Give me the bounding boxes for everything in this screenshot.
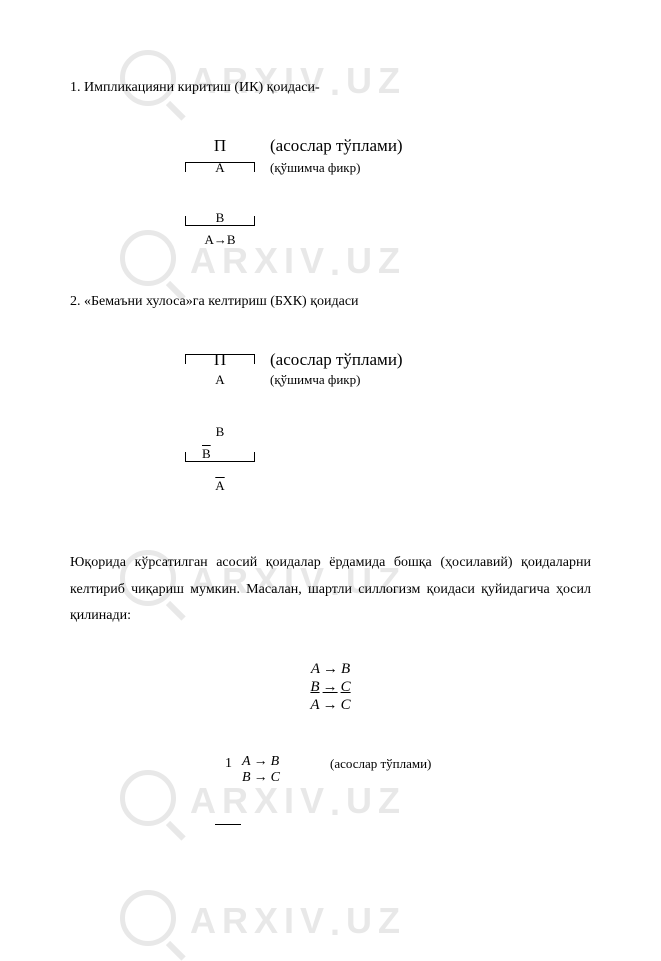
frac-l2a: B — [310, 679, 319, 695]
s1-l2a: B — [242, 770, 251, 785]
rule2-pi: П — [190, 350, 250, 370]
rule1-title: 1. Импликацияни киритиш (ИК) қоидаси- — [70, 80, 591, 96]
rule2-B2: В — [202, 446, 242, 462]
rule1-A-note: (қўшимча фикр) — [270, 160, 360, 176]
rule1-pi: П — [190, 136, 250, 156]
rule1-pi-note: (асослар тўплами) — [270, 136, 403, 156]
small-rule — [215, 824, 241, 825]
s1-l1b: B — [271, 754, 280, 769]
rule2-B1: В — [190, 424, 250, 440]
syllogism-fraction: A→B B→C A→C — [70, 660, 591, 714]
frac-l3a: A — [310, 697, 319, 713]
frac-l2b: C — [341, 679, 351, 695]
rule2-title: 2. «Бемаъни хулоса»га келтириш (БХК) қои… — [70, 294, 591, 310]
watermark-circle — [120, 890, 176, 946]
s1-l2b: C — [271, 770, 280, 785]
page-content: 1. Импликацияни киритиш (ИК) қоидаси- П … — [0, 0, 661, 874]
step1-lines: A→B B→C — [242, 754, 280, 786]
s1-l1a: A — [242, 754, 251, 769]
rule1-A: А — [190, 160, 250, 176]
rule2-conclusion: А — [190, 478, 250, 494]
rule2-A-note: (қўшимча фикр) — [270, 372, 360, 388]
rule1-B: В — [190, 210, 250, 226]
rule2-A: А — [190, 372, 250, 388]
rule2-pi-note: (асослар тўплами) — [270, 350, 403, 370]
rule1-conclusion: А→В — [180, 232, 260, 248]
watermark: ARXIV.UZ — [190, 900, 406, 944]
step1-num: 1 — [225, 756, 232, 772]
paragraph: Юқорида кўрсатилган асосий қоидалар ёрда… — [70, 550, 591, 630]
step1-note: (асослар тўплами) — [330, 756, 431, 772]
frac-l1a: A — [311, 661, 320, 677]
watermark-handle — [166, 941, 186, 961]
frac-l1b: B — [341, 661, 350, 677]
frac-l3b: C — [341, 697, 351, 713]
